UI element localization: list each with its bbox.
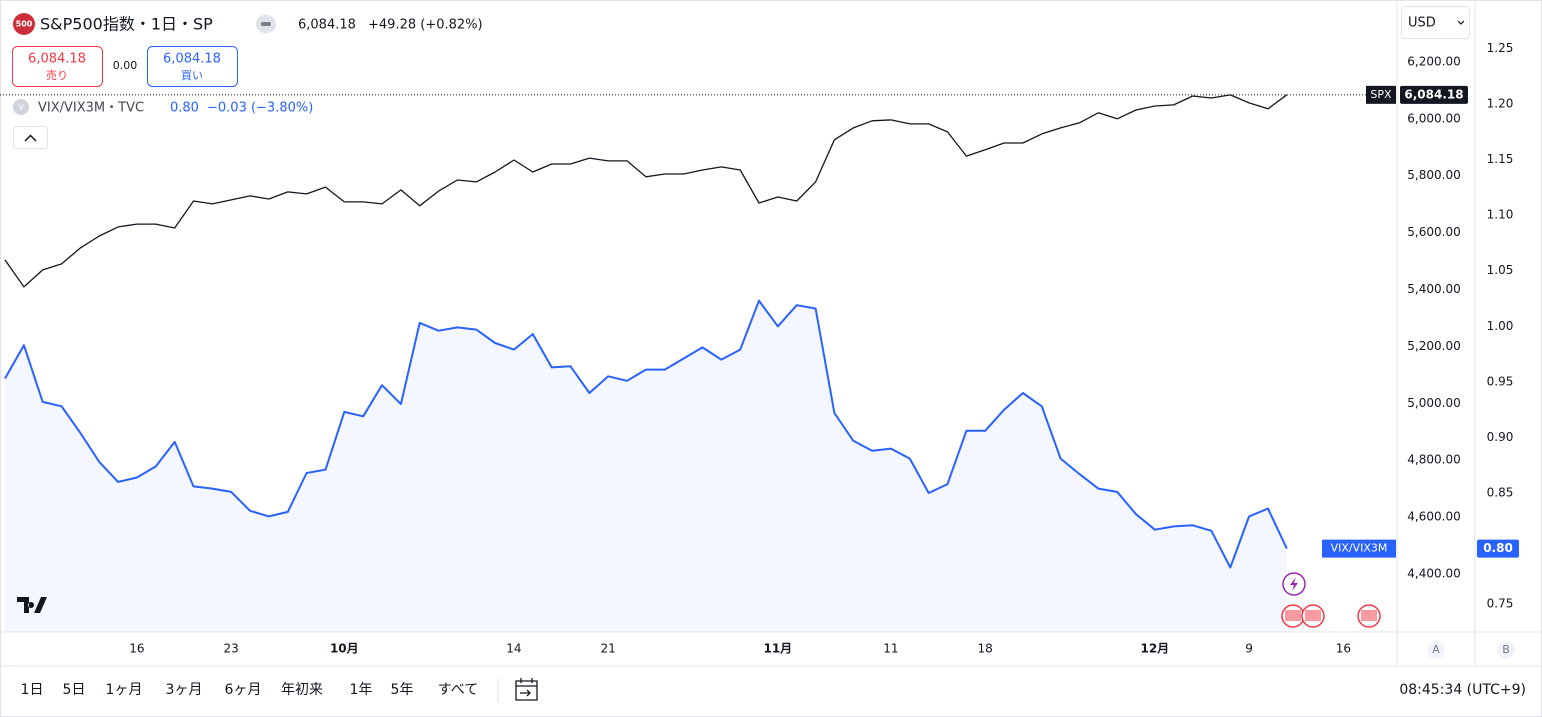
change: +49.28 (+0.82%) [368, 18, 483, 33]
y-tick-label: 5,000.00 [1407, 396, 1460, 410]
compare-price: 0.80 [170, 101, 199, 116]
y2-tick-label: 1.10 [1487, 208, 1514, 222]
y-tick-label: 5,200.00 [1407, 339, 1460, 353]
vix-last: 0.80 [1483, 541, 1513, 555]
x-tick-label: 18 [978, 642, 993, 656]
y-tick-label: 5,400.00 [1407, 282, 1460, 296]
date-range-icon[interactable] [515, 678, 538, 701]
x-tick-label: 14 [506, 642, 521, 656]
y-tick-label: 4,400.00 [1407, 566, 1460, 580]
range-button[interactable]: すべて [438, 682, 478, 698]
scale-b-button[interactable] [1497, 641, 1515, 659]
x-tick-label: 9 [1245, 642, 1253, 656]
collapse-icon [24, 134, 37, 142]
y2-tick-label: 0.95 [1487, 374, 1514, 388]
y-tick-label: 5,800.00 [1407, 168, 1460, 182]
currency-caret [1457, 20, 1465, 25]
x-tick-label: 23 [224, 642, 239, 656]
market-status-icon [261, 22, 271, 26]
range-button[interactable]: 5年 [391, 682, 414, 698]
spread: 0.00 [113, 59, 138, 72]
symbol-title[interactable]: S&P500指数・1日・SP [40, 15, 213, 34]
symbol-icon-text: 500 [16, 20, 33, 29]
series-area [5, 300, 1287, 632]
compare-icon [13, 99, 29, 115]
y2-tick-label: 1.15 [1487, 152, 1514, 166]
range-button[interactable]: 6ヶ月 [225, 682, 262, 698]
sell-button[interactable] [12, 46, 103, 87]
vix-tag-box [1322, 539, 1396, 558]
event-icon-glyph [1290, 577, 1298, 591]
range-button[interactable]: 3ヶ月 [166, 682, 203, 698]
series-line [4, 299, 1288, 569]
buy-label: 買い [181, 69, 203, 82]
range-button[interactable]: 年初来 [281, 681, 323, 698]
vix-last-box [1477, 539, 1519, 558]
scale-b: B [1502, 643, 1510, 656]
currency: USD [1408, 16, 1436, 31]
range-button[interactable]: 1ヶ月 [106, 682, 143, 698]
series-line [4, 94, 1288, 288]
sell-price: 6,084.18 [28, 52, 86, 67]
range-button[interactable]: 1年 [350, 682, 373, 698]
y-tick-label: 4,800.00 [1407, 453, 1460, 467]
scale-a: A [1432, 643, 1440, 656]
buy-price: 6,084.18 [163, 52, 221, 67]
spx-tag: SPX [1370, 88, 1392, 101]
y2-tick-label: 1.00 [1487, 319, 1514, 333]
x-tick-label: 11月 [763, 642, 792, 656]
scale-a-button[interactable] [1427, 641, 1445, 659]
y2-tick-label: 0.85 [1487, 486, 1514, 500]
compare-change: −0.03 (−3.80%) [207, 101, 313, 116]
clock[interactable]: 08:45:34 (UTC+9) [1399, 682, 1526, 698]
flag-glyph [1361, 610, 1377, 621]
y2-tick-label: 1.25 [1487, 41, 1514, 55]
x-tick-label: 21 [601, 642, 616, 656]
range-button[interactable]: 5日 [63, 682, 86, 698]
compare-symbol[interactable]: VIX/VIX3M・TVC [38, 101, 144, 116]
y2-tick-label: 1.20 [1487, 96, 1514, 110]
price: 6,084.18 [298, 18, 356, 33]
y2-tick-label: 0.75 [1487, 597, 1514, 611]
sell-label: 売り [46, 69, 68, 82]
y-tick-label: 6,000.00 [1407, 111, 1460, 125]
currency-button[interactable] [1401, 6, 1470, 39]
buy-button[interactable] [147, 46, 238, 87]
y2-tick-label: 1.05 [1487, 263, 1514, 277]
x-tick-label: 16 [1336, 642, 1351, 656]
y-tick-label: 6,200.00 [1407, 54, 1460, 68]
flag-glyph [1285, 610, 1301, 621]
x-tick-label: 12月 [1140, 642, 1169, 656]
x-tick-label: 11 [883, 642, 898, 656]
spx-last-box [1400, 85, 1468, 104]
y-tick-label: 4,600.00 [1407, 510, 1460, 524]
y2-tick-label: 0.90 [1487, 430, 1514, 444]
collapse-button[interactable] [13, 126, 48, 149]
compare-icon-text: V [18, 103, 24, 112]
range-bar: 1日 5日 1ヶ月 3ヶ月 6ヶ月 年初来 1年 5年 すべて [21, 681, 479, 698]
range-button[interactable]: 1日 [21, 682, 44, 698]
vix-tag: VIX/VIX3M [1331, 542, 1388, 555]
spx-tag-box [1366, 85, 1396, 104]
plot [0, 94, 1397, 632]
symbol-icon [13, 13, 35, 35]
logo [17, 597, 47, 613]
x-tick-label: 16 [129, 642, 144, 656]
y-tick-label: 5,600.00 [1407, 225, 1460, 239]
flag-glyph [1305, 610, 1321, 621]
spx-last: 6,084.18 [1404, 87, 1463, 101]
x-tick-label: 10月 [330, 642, 359, 656]
